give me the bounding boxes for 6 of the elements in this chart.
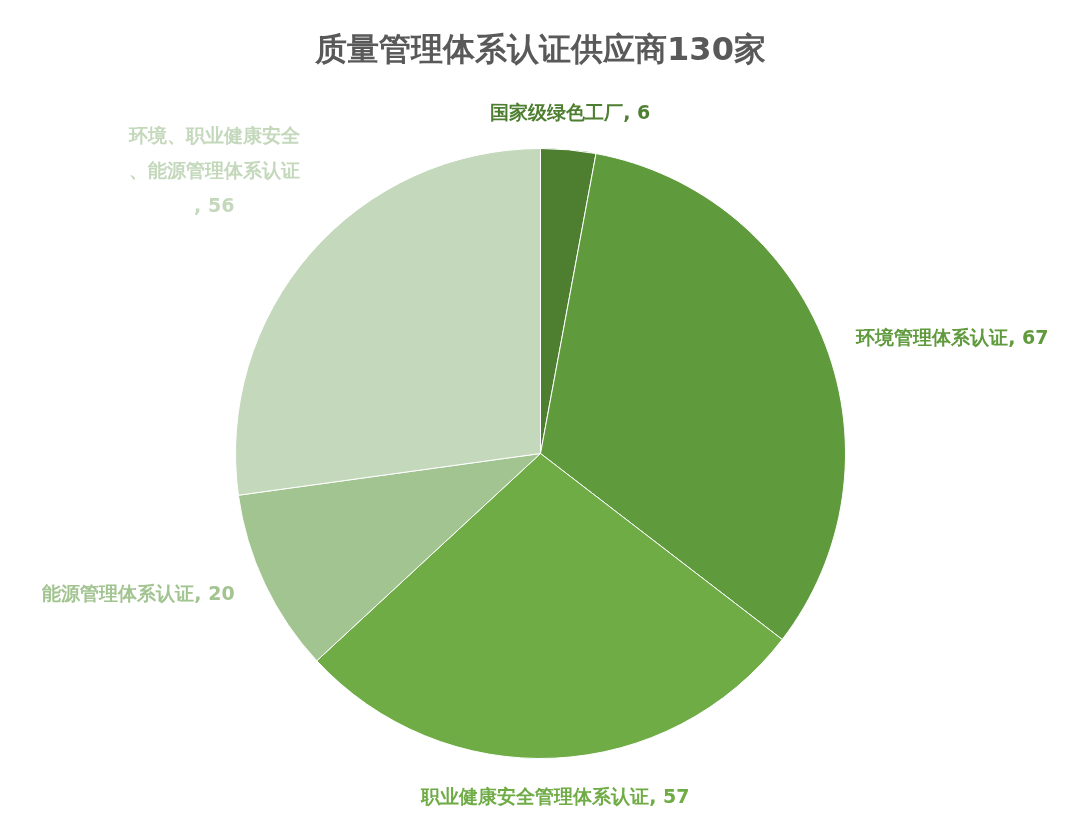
slice-label: 能源管理体系认证, 20 bbox=[42, 581, 235, 604]
chart-title: 质量管理体系认证供应商130家 bbox=[314, 29, 766, 68]
slice-label: 职业健康安全管理体系认证, 57 bbox=[420, 785, 690, 808]
slice-label: 环境、职业健康安全、能源管理体系认证, 56 bbox=[127, 123, 301, 217]
slice-label: 环境管理体系认证, 67 bbox=[855, 326, 1049, 349]
slice-label: 国家级绿色工厂, 6 bbox=[490, 100, 651, 123]
